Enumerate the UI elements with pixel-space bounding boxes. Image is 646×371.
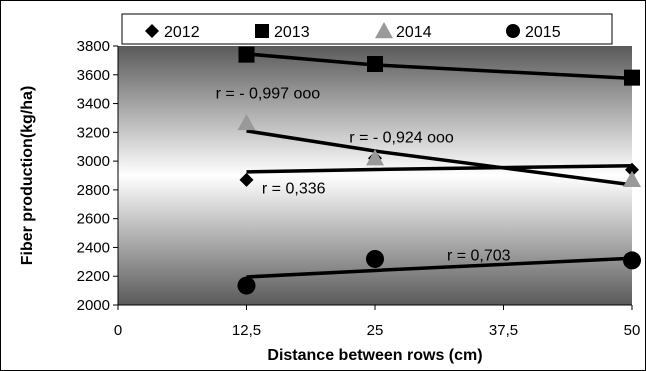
x-axis-title: Distance between rows (cm) — [267, 347, 482, 364]
point-2014 — [366, 149, 384, 166]
data-points — [237, 46, 641, 295]
correlation-label: r = 0,703 — [447, 247, 511, 264]
x-tick-label: 12,5 — [232, 322, 261, 339]
x-tick-label: 25 — [367, 322, 384, 339]
point-2015 — [623, 251, 641, 270]
y-tick-label: 2200 — [77, 268, 110, 285]
x-tick-label: 0 — [114, 322, 122, 339]
point-2015 — [237, 276, 256, 295]
legend-label-2013: 2013 — [274, 24, 310, 41]
legend-label-2015: 2015 — [525, 24, 561, 41]
y-axis: 2000 2200 2400 2600 2800 3000 3200 3400 3600 3800 — [77, 38, 119, 314]
correlation-label: r = - 0,924 ooo — [349, 129, 454, 146]
x-tick-label: 37,5 — [489, 322, 518, 339]
y-tick-label: 3000 — [77, 153, 110, 170]
legend-label-2012: 2012 — [164, 24, 200, 41]
legend-label-2014: 2014 — [396, 24, 432, 41]
point-2012 — [625, 162, 639, 177]
y-tick-label: 3800 — [77, 38, 110, 55]
trendline-2012 — [246, 163, 633, 174]
point-2012 — [239, 172, 254, 187]
y-tick-label: 3600 — [77, 67, 110, 84]
point-2014 — [237, 113, 256, 131]
y-tick-label: 3400 — [77, 96, 110, 113]
y-tick-label: 2400 — [77, 239, 110, 256]
x-axis: 0 12,5 25 37,5 50 — [114, 304, 641, 339]
y-tick-label: 3200 — [77, 124, 110, 141]
correlation-label: r = 0,336 — [262, 180, 326, 197]
point-2015 — [366, 249, 384, 268]
y-tick-label: 2800 — [77, 182, 110, 199]
y-tick-label: 2000 — [77, 297, 110, 314]
annotations: r = - 0,997 ooo r = - 0,924 ooo r = 0,336 r… — [216, 86, 511, 265]
point-2014 — [623, 170, 641, 188]
point-2013 — [238, 46, 255, 63]
x-tick-label: 50 — [624, 322, 641, 339]
legend: 2012 2013 2014 2015 — [121, 13, 613, 45]
point-2013 — [367, 55, 383, 72]
legend-marker-2013 — [255, 24, 269, 38]
legend-marker-2015 — [506, 24, 520, 38]
legend-marker-2012 — [145, 24, 159, 38]
legend-box — [121, 13, 613, 45]
y-axis-title: Fiber production(kg/ha) — [19, 86, 36, 266]
y-tick-label: 2600 — [77, 211, 110, 228]
correlation-label: r = - 0,997 ooo — [216, 86, 321, 103]
point-2013 — [624, 69, 640, 86]
legend-marker-2014 — [375, 22, 393, 39]
trendline-2015 — [246, 256, 633, 279]
